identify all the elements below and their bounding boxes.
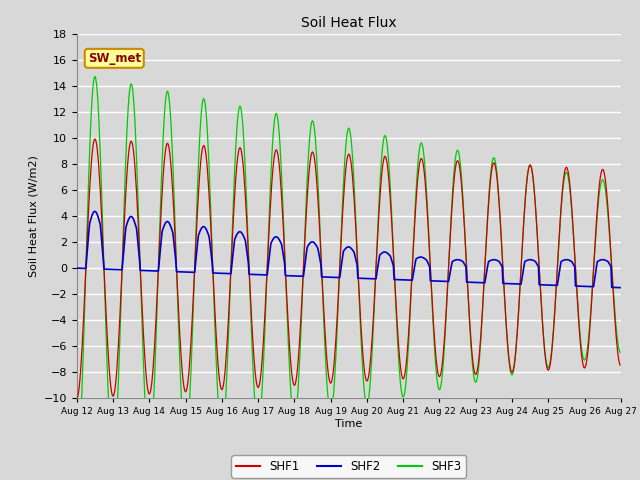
Title: Soil Heat Flux: Soil Heat Flux [301,16,397,30]
Text: SW_met: SW_met [88,52,141,65]
Y-axis label: Soil Heat Flux (W/m2): Soil Heat Flux (W/m2) [28,155,38,277]
Legend: SHF1, SHF2, SHF3: SHF1, SHF2, SHF3 [232,456,466,478]
X-axis label: Time: Time [335,419,362,429]
